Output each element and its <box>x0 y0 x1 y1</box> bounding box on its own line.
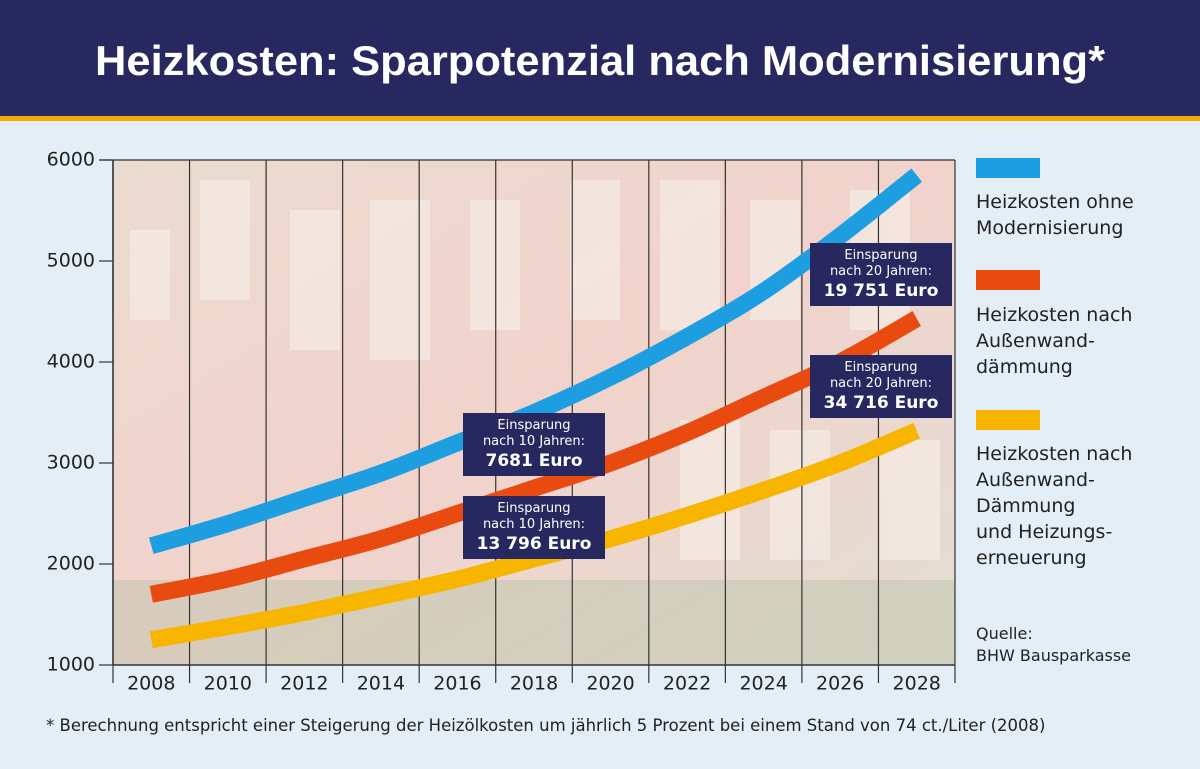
legend-swatch <box>976 270 1040 290</box>
annotation: Einsparung nach 20 Jahren: 34 716 Euro <box>810 355 952 418</box>
legend-label: Heizkosten nach Außenwand- dämmung <box>976 304 1133 378</box>
x-tick-label: 2012 <box>280 673 328 695</box>
x-tick-label: 2026 <box>816 673 864 695</box>
series-line <box>148 168 923 554</box>
annotation-text: Einsparung nach 20 Jahren: <box>829 360 933 391</box>
legend-label: Heizkosten nach Außenwand- Dämmung und H… <box>976 443 1133 569</box>
x-tick-label: 2008 <box>127 673 175 695</box>
x-tick-label: 2018 <box>510 673 558 695</box>
source: Quelle: BHW Bausparkasse <box>976 624 1132 665</box>
annotation-value: 7681 Euro <box>485 451 583 471</box>
y-tick-label: 6000 <box>47 149 95 171</box>
annotation-value: 34 716 Euro <box>823 393 939 413</box>
annotation-value: 19 751 Euro <box>823 281 939 301</box>
x-tick-label: 2010 <box>204 673 252 695</box>
y-tick-label: 4000 <box>47 351 95 373</box>
y-tick-label: 3000 <box>47 452 95 474</box>
annotation-text: Einsparung nach 10 Jahren: <box>482 418 586 449</box>
annotation: Einsparung nach 10 Jahren: 13 796 Euro <box>463 496 605 559</box>
legend-label: Heizkosten ohne Modernisierung <box>976 191 1134 239</box>
y-tick-label: 2000 <box>47 553 95 575</box>
x-tick-label: 2020 <box>586 673 634 695</box>
y-tick-label: 1000 <box>47 654 95 676</box>
x-tick-label: 2016 <box>433 673 481 695</box>
annotation-text: Einsparung nach 10 Jahren: <box>482 501 586 532</box>
x-tick-label: 2028 <box>893 673 941 695</box>
title-rule <box>0 116 1200 121</box>
x-tick-label: 2024 <box>739 673 787 695</box>
annotation: Einsparung nach 10 Jahren: 7681 Euro <box>463 413 605 476</box>
annotation-value: 13 796 Euro <box>476 534 592 554</box>
chart-title: Heizkosten: Sparpotenzial nach Modernisi… <box>95 37 1106 84</box>
annotation: Einsparung nach 20 Jahren: 19 751 Euro <box>810 243 952 306</box>
x-tick-label: 2014 <box>357 673 405 695</box>
series-line <box>149 311 921 603</box>
x-tick-label: 2022 <box>663 673 711 695</box>
title-bar <box>0 0 1200 116</box>
legend-swatch <box>976 410 1040 430</box>
footnote: * Berechnung entspricht einer Steigerung… <box>46 716 1046 735</box>
legend-swatch <box>976 158 1040 178</box>
y-tick-label: 5000 <box>47 250 95 272</box>
annotation-text: Einsparung nach 20 Jahren: <box>829 248 933 279</box>
building-decoration <box>130 180 940 560</box>
